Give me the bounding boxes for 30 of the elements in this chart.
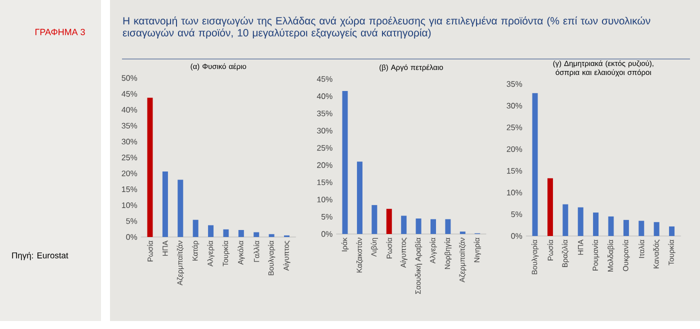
text: ΓΡΑΦΗΜΑ 3 [35,28,85,36]
bar [608,216,614,236]
text: Πηγή: Eurostat [12,252,68,260]
bar [254,232,260,237]
bar [445,219,451,234]
bar [208,225,214,237]
bar [268,234,274,237]
bar [147,98,153,237]
bar [223,229,229,237]
bar [386,208,392,234]
bar [401,216,407,234]
bar [430,219,436,234]
bar [547,178,553,236]
bar [162,171,168,237]
bar [638,220,644,236]
bar [372,205,378,234]
bar [623,220,629,236]
bar [593,212,599,236]
text: Η κατανομή των εισαγωγών της Ελλάδας ανά χώρα προέλευσης για επιλεγμένα προϊόντα (% επί των συνολικών εισαγωγών ανά προϊόν, 10 μεγαλύτεροι εξαγωγείς ανά κατηγορία) [122,16,650,39]
bar [562,204,568,236]
bar [356,162,362,234]
bar [192,220,198,237]
bar [238,230,244,237]
bar [416,218,422,234]
bar [669,226,675,236]
bar [654,222,660,236]
bar [342,91,348,234]
bar [578,207,584,236]
bar [178,180,184,237]
bar [532,93,538,236]
